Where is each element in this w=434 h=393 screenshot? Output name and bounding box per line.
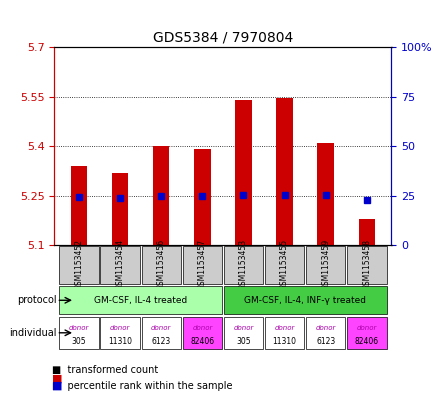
Text: ■  transformed count
■  percentile rank within the sample: ■ transformed count ■ percentile rank wi…	[52, 365, 232, 391]
Text: 11310: 11310	[272, 337, 296, 346]
Text: 82406: 82406	[190, 337, 214, 346]
Text: 305: 305	[236, 337, 250, 346]
FancyBboxPatch shape	[305, 246, 345, 284]
Text: donor: donor	[356, 325, 376, 331]
FancyBboxPatch shape	[182, 246, 222, 284]
Bar	[194, 149, 210, 245]
Bar	[358, 219, 374, 245]
FancyBboxPatch shape	[264, 246, 304, 284]
Bar	[112, 173, 128, 245]
FancyBboxPatch shape	[59, 286, 222, 314]
Bar	[153, 146, 169, 245]
Text: 82406: 82406	[354, 337, 378, 346]
Text: 6123: 6123	[316, 337, 335, 346]
FancyBboxPatch shape	[346, 246, 386, 284]
Text: GM-CSF, IL-4 treated: GM-CSF, IL-4 treated	[94, 296, 187, 305]
Text: GM-CSF, IL-4, INF-γ treated: GM-CSF, IL-4, INF-γ treated	[243, 296, 365, 305]
Text: GSM1153456: GSM1153456	[156, 239, 165, 290]
Text: GSM1153454: GSM1153454	[115, 239, 125, 290]
Text: GSM1153458: GSM1153458	[362, 239, 371, 290]
Text: donor: donor	[192, 325, 212, 331]
FancyBboxPatch shape	[141, 316, 181, 349]
Text: protocol: protocol	[17, 295, 56, 305]
FancyBboxPatch shape	[346, 316, 386, 349]
Bar	[71, 166, 87, 245]
Text: 11310: 11310	[108, 337, 132, 346]
Text: individual: individual	[9, 328, 56, 338]
Text: donor: donor	[151, 325, 171, 331]
FancyBboxPatch shape	[59, 246, 99, 284]
Text: GSM1153457: GSM1153457	[197, 239, 207, 290]
Bar	[317, 143, 333, 245]
Text: donor: donor	[315, 325, 335, 331]
Text: GSM1153459: GSM1153459	[320, 239, 329, 290]
Text: ■: ■	[52, 373, 62, 383]
Text: 6123: 6123	[151, 337, 171, 346]
Text: donor: donor	[233, 325, 253, 331]
FancyBboxPatch shape	[100, 246, 140, 284]
FancyBboxPatch shape	[305, 316, 345, 349]
FancyBboxPatch shape	[223, 246, 263, 284]
FancyBboxPatch shape	[223, 316, 263, 349]
Title: GDS5384 / 7970804: GDS5384 / 7970804	[152, 31, 293, 44]
Text: GSM1153455: GSM1153455	[279, 239, 289, 290]
Text: GSM1153452: GSM1153452	[74, 239, 83, 290]
FancyBboxPatch shape	[264, 316, 304, 349]
Bar	[276, 98, 292, 245]
FancyBboxPatch shape	[182, 316, 222, 349]
Text: donor: donor	[274, 325, 294, 331]
FancyBboxPatch shape	[223, 286, 386, 314]
Text: donor: donor	[69, 325, 89, 331]
Text: donor: donor	[110, 325, 130, 331]
Text: 305: 305	[72, 337, 86, 346]
Text: ■: ■	[52, 381, 62, 391]
FancyBboxPatch shape	[141, 246, 181, 284]
Text: GSM1153453: GSM1153453	[238, 239, 247, 290]
Bar	[235, 100, 251, 245]
FancyBboxPatch shape	[100, 316, 140, 349]
FancyBboxPatch shape	[59, 316, 99, 349]
